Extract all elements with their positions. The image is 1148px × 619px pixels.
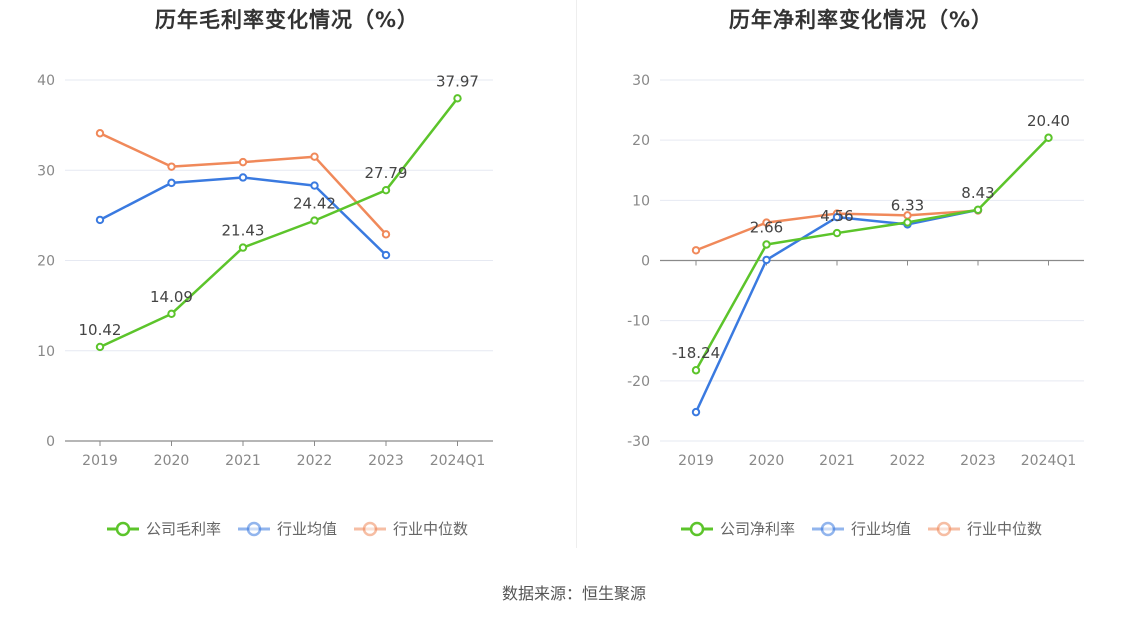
data-label: 21.43 <box>222 222 265 240</box>
data-label: -18.24 <box>672 344 720 362</box>
legend-line-icon <box>811 521 844 536</box>
data-point <box>310 152 319 161</box>
data-point <box>95 342 105 352</box>
data-point <box>691 246 701 255</box>
data-point <box>381 185 391 195</box>
data-label: 4.56 <box>820 207 853 225</box>
net-margin-chart: 历年净利率变化情况（%） -30 -20 -10 0 10 20 30 2019 2020 202… <box>574 0 1148 560</box>
y-tick-label: -30 <box>627 434 650 450</box>
x-tick-label: 2024Q1 <box>1021 453 1077 469</box>
legend-label: 行业中位数 <box>967 520 1043 538</box>
y-tick-label: 10 <box>37 344 55 360</box>
data-point <box>691 366 701 375</box>
legend-item-industry-mean[interactable]: 行业均值 <box>811 518 911 539</box>
y-tick-label: 20 <box>632 133 650 149</box>
legend-label: 行业均值 <box>850 520 911 538</box>
data-point <box>691 407 701 417</box>
data-point <box>167 309 176 319</box>
chart-legend: 公司净利率 行业均值 行业中位数 <box>574 518 1148 539</box>
data-point <box>832 228 842 238</box>
data-point <box>167 178 176 188</box>
x-tick-label: 2023 <box>368 453 404 469</box>
data-point <box>95 215 105 225</box>
x-tick-label: 2023 <box>960 453 996 469</box>
data-point <box>310 216 319 225</box>
x-tick-label: 2020 <box>749 453 785 469</box>
data-point <box>95 129 105 138</box>
legend-label: 公司毛利率 <box>145 520 221 538</box>
net-margin-plot: -30 -20 -10 0 10 20 30 2019 2020 2021 2022 2023 2024… <box>627 73 1084 469</box>
legend-label: 行业中位数 <box>393 520 469 538</box>
y-tick-label: 30 <box>37 163 55 179</box>
y-tick-label: 0 <box>641 254 650 270</box>
data-point <box>903 218 912 227</box>
legend-label: 公司净利率 <box>719 520 795 538</box>
data-label: 10.42 <box>79 321 122 339</box>
legend-line-icon <box>928 521 960 536</box>
legend-item-industry-mean[interactable]: 行业均值 <box>237 518 337 539</box>
panel-divider <box>576 0 577 548</box>
x-tick-label: 2024Q1 <box>430 453 486 469</box>
legend-label: 行业均值 <box>276 520 337 538</box>
data-point <box>1044 133 1053 142</box>
data-point <box>762 218 771 227</box>
data-point <box>238 157 248 167</box>
x-tick-label: 2022 <box>890 453 926 469</box>
x-tick-label: 2021 <box>819 453 855 469</box>
legend-line-icon <box>106 521 139 536</box>
legend-line-icon <box>680 521 713 536</box>
data-point <box>973 205 983 214</box>
legend-item-industry-median[interactable]: 行业中位数 <box>353 518 468 539</box>
data-point <box>238 243 248 252</box>
y-tick-label: 0 <box>46 434 55 450</box>
data-point <box>762 255 771 265</box>
chart-title: 历年毛利率变化情况（%） <box>154 8 420 32</box>
x-tick-label: 2022 <box>297 453 333 469</box>
data-label: 6.33 <box>891 196 924 214</box>
data-point <box>238 173 248 182</box>
data-label: 8.43 <box>961 184 994 202</box>
gross-margin-plot: 0 10 20 30 40 2019 2020 2021 2022 2023 2024Q1 10.42… <box>37 72 493 469</box>
data-source-note: 数据来源：恒生聚源 <box>501 584 646 603</box>
y-tick-label: 40 <box>37 73 55 89</box>
data-label: 24.42 <box>293 195 336 213</box>
data-point <box>310 181 319 190</box>
legend-line-icon <box>354 521 386 536</box>
data-label: 14.09 <box>150 288 193 306</box>
y-tick-label: 20 <box>37 254 55 270</box>
y-tick-label: 30 <box>632 73 650 89</box>
legend-item-industry-median[interactable]: 行业中位数 <box>927 518 1042 539</box>
legend-line-icon <box>237 521 270 536</box>
legend-item-company[interactable]: 公司净利率 <box>680 518 795 539</box>
data-point <box>381 250 391 260</box>
x-tick-label: 2020 <box>154 453 190 469</box>
data-point <box>453 94 462 103</box>
chart-title: 历年净利率变化情况（%） <box>728 8 994 32</box>
data-point <box>762 240 771 249</box>
series-line <box>694 136 1050 371</box>
data-point <box>381 230 391 239</box>
data-point <box>167 162 176 171</box>
data-label: 37.97 <box>436 72 479 90</box>
data-label: 20.40 <box>1027 112 1070 130</box>
y-tick-label: -10 <box>627 314 650 330</box>
y-tick-label: -20 <box>627 374 650 390</box>
y-tick-label: 10 <box>632 193 650 209</box>
chart-legend: 公司毛利率 行业均值 行业中位数 <box>0 518 574 539</box>
x-tick-label: 2019 <box>678 453 714 469</box>
gross-margin-chart: 历年毛利率变化情况（%） 0 10 20 30 40 2019 2020 2021 2022 20… <box>0 0 574 560</box>
data-label: 2.66 <box>750 218 783 236</box>
series-line <box>694 208 979 413</box>
series-line <box>99 97 459 349</box>
data-point <box>832 212 842 222</box>
series-line <box>99 132 387 236</box>
legend-item-company[interactable]: 公司毛利率 <box>106 518 221 539</box>
x-tick-label: 2021 <box>225 453 261 469</box>
x-tick-label: 2019 <box>82 453 118 469</box>
data-label: 27.79 <box>365 164 408 182</box>
